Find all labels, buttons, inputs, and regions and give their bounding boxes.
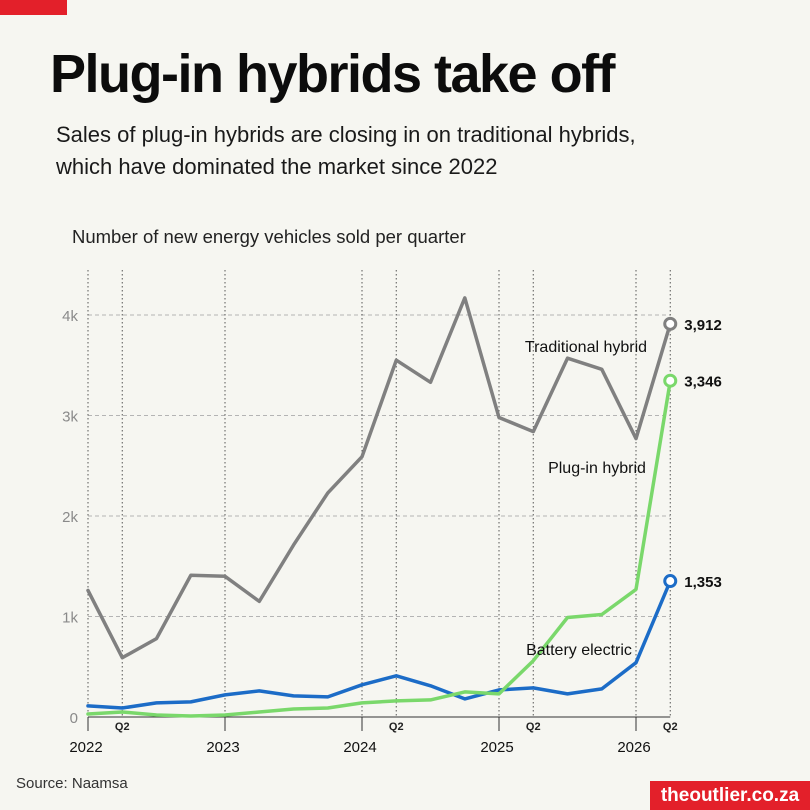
subtitle-line-2: which have dominated the market since 20…	[56, 154, 498, 179]
axis-layer: 0 1k 2k 3k 4k 2022 2023 2024 2025 2026 Q2 Q2 Q2 Q2	[62, 308, 677, 756]
series-line-traditional	[86, 296, 673, 660]
quarter-tick-label: Q2	[389, 721, 404, 733]
chart-title: Plug-in hybrids take off	[50, 44, 616, 104]
end-marker-battery	[663, 574, 678, 589]
chart-subtitle: Sales of plug-in hybrids are closing in …	[56, 119, 756, 183]
y-axis-title: Number of new energy vehicles sold per q…	[72, 226, 466, 247]
year-tick-label: 2024	[343, 739, 376, 756]
y-tick-label: 1k	[62, 610, 78, 627]
label-layer: 3,912 1,353 3,346 Traditional hybrid Plug-in…	[525, 317, 722, 659]
year-tick-label: 2022	[69, 739, 102, 756]
year-tick-label: 2025	[480, 739, 513, 756]
y-tick-label: 2k	[62, 509, 78, 526]
end-marker-traditional	[663, 316, 678, 331]
series-layer	[86, 296, 678, 718]
series-name-traditional: Traditional hybrid	[525, 339, 647, 356]
end-value-label-traditional: 3,912	[684, 317, 722, 334]
series-line-battery	[86, 579, 673, 710]
brand-label[interactable]: theoutlier.co.za	[650, 781, 810, 810]
year-tick-label: 2023	[206, 739, 239, 756]
quarter-tick-label: Q2	[115, 721, 130, 733]
quarter-tick-label: Q2	[526, 721, 541, 733]
year-tick-label: 2026	[617, 739, 650, 756]
line-chart: 0 1k 2k 3k 4k 2022 2023 2024 2025 2026 Q2 Q2 Q2 Q2 3,…	[62, 270, 722, 756]
series-name-battery: Battery electric	[526, 642, 632, 659]
quarter-tick-label: Q2	[663, 721, 678, 733]
y-tick-label: 0	[70, 710, 78, 727]
source-note: Source: Naamsa	[16, 775, 128, 792]
accent-bar	[0, 0, 67, 15]
end-value-label-plugin: 3,346	[684, 374, 722, 391]
end-marker-plugin	[663, 373, 678, 388]
y-tick-label: 4k	[62, 308, 78, 325]
y-tick-label: 3k	[62, 409, 78, 426]
series-name-plugin: Plug-in hybrid	[548, 460, 646, 477]
series-line-plugin	[86, 378, 673, 718]
end-value-label-battery: 1,353	[684, 574, 722, 591]
subtitle-line-1: Sales of plug-in hybrids are closing in …	[56, 122, 636, 147]
